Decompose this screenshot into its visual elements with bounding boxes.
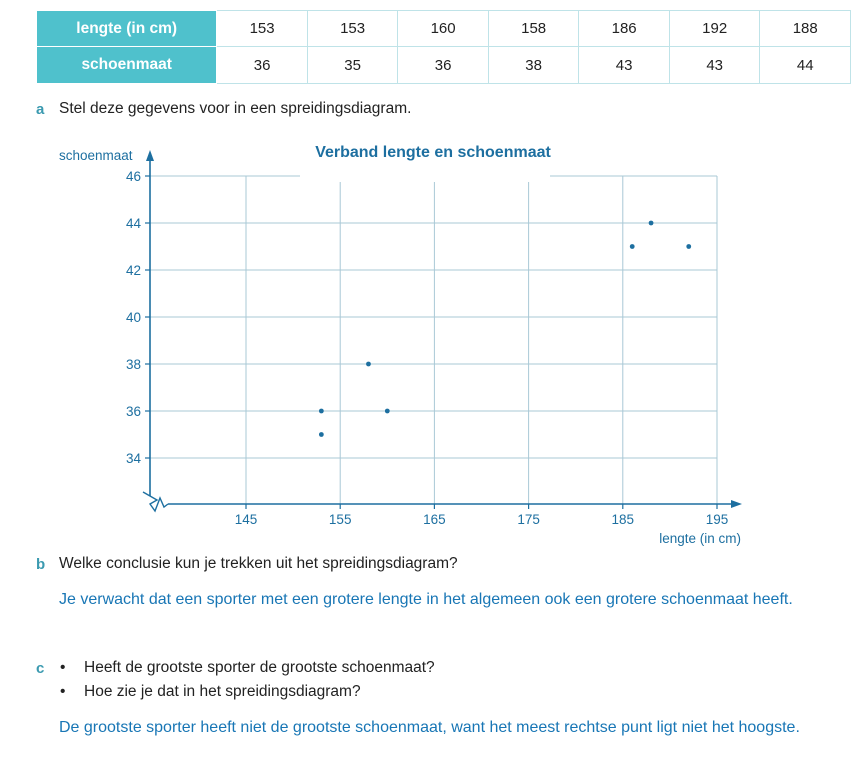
y-tick-label: 38 <box>126 357 141 372</box>
table-cell: 158 <box>487 10 580 47</box>
chart-grid <box>150 170 718 504</box>
y-axis-arrow-icon <box>146 150 154 161</box>
row-header-schoenmaat: schoenmaat <box>35 46 218 84</box>
data-point <box>648 220 654 226</box>
x-axis-arrow-icon <box>731 500 742 508</box>
table-cell: 44 <box>759 46 851 84</box>
question-a-text: Stel deze gegevens voor in een spreiding… <box>59 100 412 117</box>
table-cell: 35 <box>306 46 399 84</box>
data-point <box>366 361 371 367</box>
y-tick-label: 40 <box>126 310 141 325</box>
table-cell: 192 <box>668 10 761 47</box>
y-tick-label: 44 <box>126 216 142 231</box>
y-tick-label: 42 <box>126 263 141 278</box>
row-header-lengte: lengte (in cm) <box>35 10 218 47</box>
question-b-text: Welke conclusie kun je trekken uit het s… <box>59 555 458 572</box>
chart-title: Verband lengte en schoenmaat <box>315 144 551 161</box>
y-tick-label: 34 <box>126 451 142 466</box>
table-cell: 153 <box>216 10 308 47</box>
question-letter-b: b <box>36 556 46 573</box>
y-tick-label: 36 <box>126 404 141 419</box>
x-axis-label: lengte (in cm) <box>659 531 741 546</box>
question-letter-c: c <box>36 660 45 677</box>
bullet-icon: • <box>60 683 66 700</box>
x-tick-label: 185 <box>612 512 635 527</box>
data-point <box>318 408 324 414</box>
table-cell: 36 <box>397 46 489 84</box>
table-cell: 43 <box>668 46 761 84</box>
x-tick-label: 195 <box>706 512 729 527</box>
axis-break-icon <box>142 491 169 513</box>
y-axis-label: schoenmaat <box>59 148 133 163</box>
data-point <box>384 408 390 414</box>
question-c-bullet-1: Heeft de grootste sporter de grootste sc… <box>84 659 435 676</box>
y-tick-label: 46 <box>126 169 141 184</box>
scatter-chart: 145 155 165 175 185 195 34 36 38 40 42 44 46 Verband… <box>59 144 742 546</box>
question-letter-a: a <box>36 101 45 118</box>
table-cell: 38 <box>487 46 580 84</box>
data-point <box>686 244 692 249</box>
bullet-icon: • <box>60 659 66 676</box>
chart-axes <box>142 150 742 513</box>
answer-b: Je verwacht dat een sporter met een grot… <box>59 591 793 608</box>
x-tick-label: 175 <box>517 512 540 527</box>
x-tick-label: 145 <box>235 512 258 527</box>
x-tick-label: 165 <box>423 512 446 527</box>
x-tick-label: 155 <box>329 512 352 527</box>
table-row-lengte: lengte (in cm) 153 153 160 158 186 192 1… <box>35 10 851 47</box>
chart-ticks: 145 155 165 175 185 195 34 36 38 40 42 44 46 <box>126 169 728 527</box>
table-cell: 43 <box>578 46 670 84</box>
data-table: lengte (in cm) 153 153 160 158 186 192 1… <box>35 10 851 84</box>
table-cell: 36 <box>216 46 308 84</box>
title-background <box>300 170 550 182</box>
chart-points <box>318 220 692 437</box>
data-point <box>629 244 635 249</box>
table-row-schoenmaat: schoenmaat 36 35 36 38 43 43 44 <box>35 46 851 84</box>
data-point <box>318 432 324 437</box>
answer-c: De grootste sporter heeft niet de groots… <box>59 719 800 736</box>
table-cell: 153 <box>306 10 399 47</box>
table-cell: 186 <box>578 10 670 47</box>
question-c-bullet-2: Hoe zie je dat in het spreidingsdiagram? <box>84 683 361 700</box>
